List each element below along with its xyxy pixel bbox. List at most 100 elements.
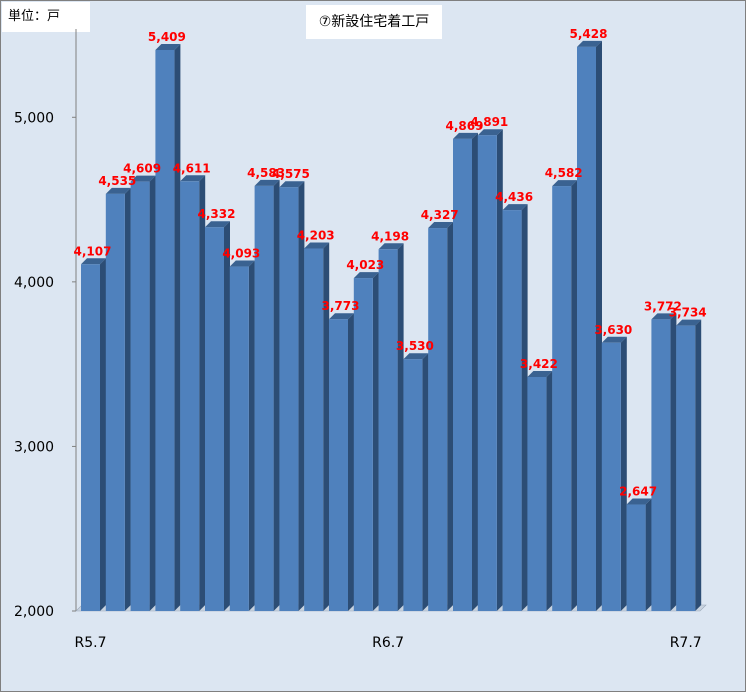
bar-front [205, 227, 224, 611]
bar [329, 313, 354, 611]
bar-top [477, 129, 503, 136]
bar-front [304, 248, 324, 612]
data-label: 4,093 [222, 247, 260, 261]
chart-title: ⑦新設住宅着工戸 [306, 5, 442, 39]
x-tick-label: R5.7 [75, 635, 107, 651]
data-label: 2,647 [619, 485, 657, 499]
bar [304, 242, 330, 612]
bar-side [348, 313, 354, 611]
bar-top [155, 43, 181, 50]
bar-side [571, 180, 578, 611]
bar-front [651, 319, 671, 611]
bar-side [645, 498, 652, 611]
data-label: 3,734 [669, 306, 707, 320]
bar-top [453, 132, 478, 139]
bar-front [81, 264, 100, 611]
bar-top [304, 242, 330, 249]
bar-top [130, 175, 156, 182]
bar-side [596, 40, 602, 611]
data-label: 4,575 [272, 167, 310, 181]
bar [552, 180, 578, 611]
data-label: 4,583 [247, 166, 285, 180]
bar-top [527, 370, 553, 377]
bar-front [279, 187, 299, 612]
data-label: 4,203 [297, 228, 335, 242]
bar-top [378, 243, 404, 250]
data-label: 3,422 [520, 357, 558, 371]
bar-side [521, 204, 528, 611]
x-tick-label: R6.7 [372, 635, 404, 651]
bar-side [199, 175, 206, 611]
bar-side [372, 272, 379, 611]
bar-front [626, 504, 646, 611]
bar [453, 132, 478, 611]
bar-top [205, 221, 230, 228]
bar [477, 129, 503, 611]
bar-top [329, 313, 354, 320]
bar-top [353, 272, 379, 279]
data-label: 4,332 [198, 207, 236, 221]
bar-side [124, 187, 131, 611]
tick-labels: 2,000 3,000 4,000 5,000 R5.7 R6.7 R7.7 [14, 110, 702, 651]
data-label: 3,530 [396, 339, 434, 353]
bar-side [546, 370, 553, 611]
bar [378, 243, 404, 611]
bar-side [100, 258, 106, 611]
bar-top [105, 187, 131, 194]
bar-top [180, 175, 206, 182]
bar [626, 498, 652, 611]
bar-side [670, 313, 677, 611]
bar [577, 40, 602, 611]
bar-top [626, 498, 652, 505]
bar-side [422, 353, 429, 611]
bar-top [676, 319, 702, 326]
data-label: 5,409 [148, 30, 186, 44]
bar [403, 353, 429, 611]
bar [254, 179, 280, 611]
bar-side [447, 222, 454, 612]
y-tick-label: 3,000 [14, 439, 54, 455]
bar-top [81, 258, 106, 265]
bar-top [502, 204, 528, 211]
unit-label: 単位：戸 [2, 2, 90, 32]
data-label: 4,535 [98, 174, 136, 188]
bar-front [378, 249, 398, 611]
bar [81, 258, 106, 611]
data-label: 4,609 [123, 162, 161, 176]
bar-front [155, 49, 175, 611]
bar [527, 370, 553, 611]
bar-side [248, 260, 255, 611]
data-label: 5,428 [570, 27, 608, 41]
data-label: 3,772 [644, 299, 682, 313]
bars [81, 40, 702, 612]
bar-side [695, 319, 702, 611]
bar-front [552, 186, 572, 611]
y-tick-label: 4,000 [14, 275, 54, 291]
bar [651, 313, 677, 611]
bar [105, 187, 131, 611]
bar-top [651, 313, 677, 320]
bar-side [149, 175, 156, 611]
bar-side [273, 179, 280, 611]
y-tick-label: 5,000 [14, 110, 54, 126]
x-tick-label: R7.7 [670, 635, 702, 651]
data-label: 4,198 [371, 229, 409, 243]
bar-front [453, 138, 472, 611]
bar-top [601, 336, 627, 343]
bar-top [279, 181, 305, 188]
bar-side [298, 181, 305, 612]
bar-top [577, 40, 602, 47]
bar [601, 336, 627, 611]
data-label: 4,023 [346, 258, 384, 272]
bar-side [224, 221, 230, 611]
bar [676, 319, 702, 611]
bar-front [403, 359, 423, 611]
bar [428, 222, 454, 612]
bar [279, 181, 305, 612]
bar-front [502, 210, 522, 611]
bar-front [577, 46, 596, 611]
data-label: 4,327 [421, 208, 459, 222]
bar-front [229, 266, 249, 611]
bar [130, 175, 156, 611]
